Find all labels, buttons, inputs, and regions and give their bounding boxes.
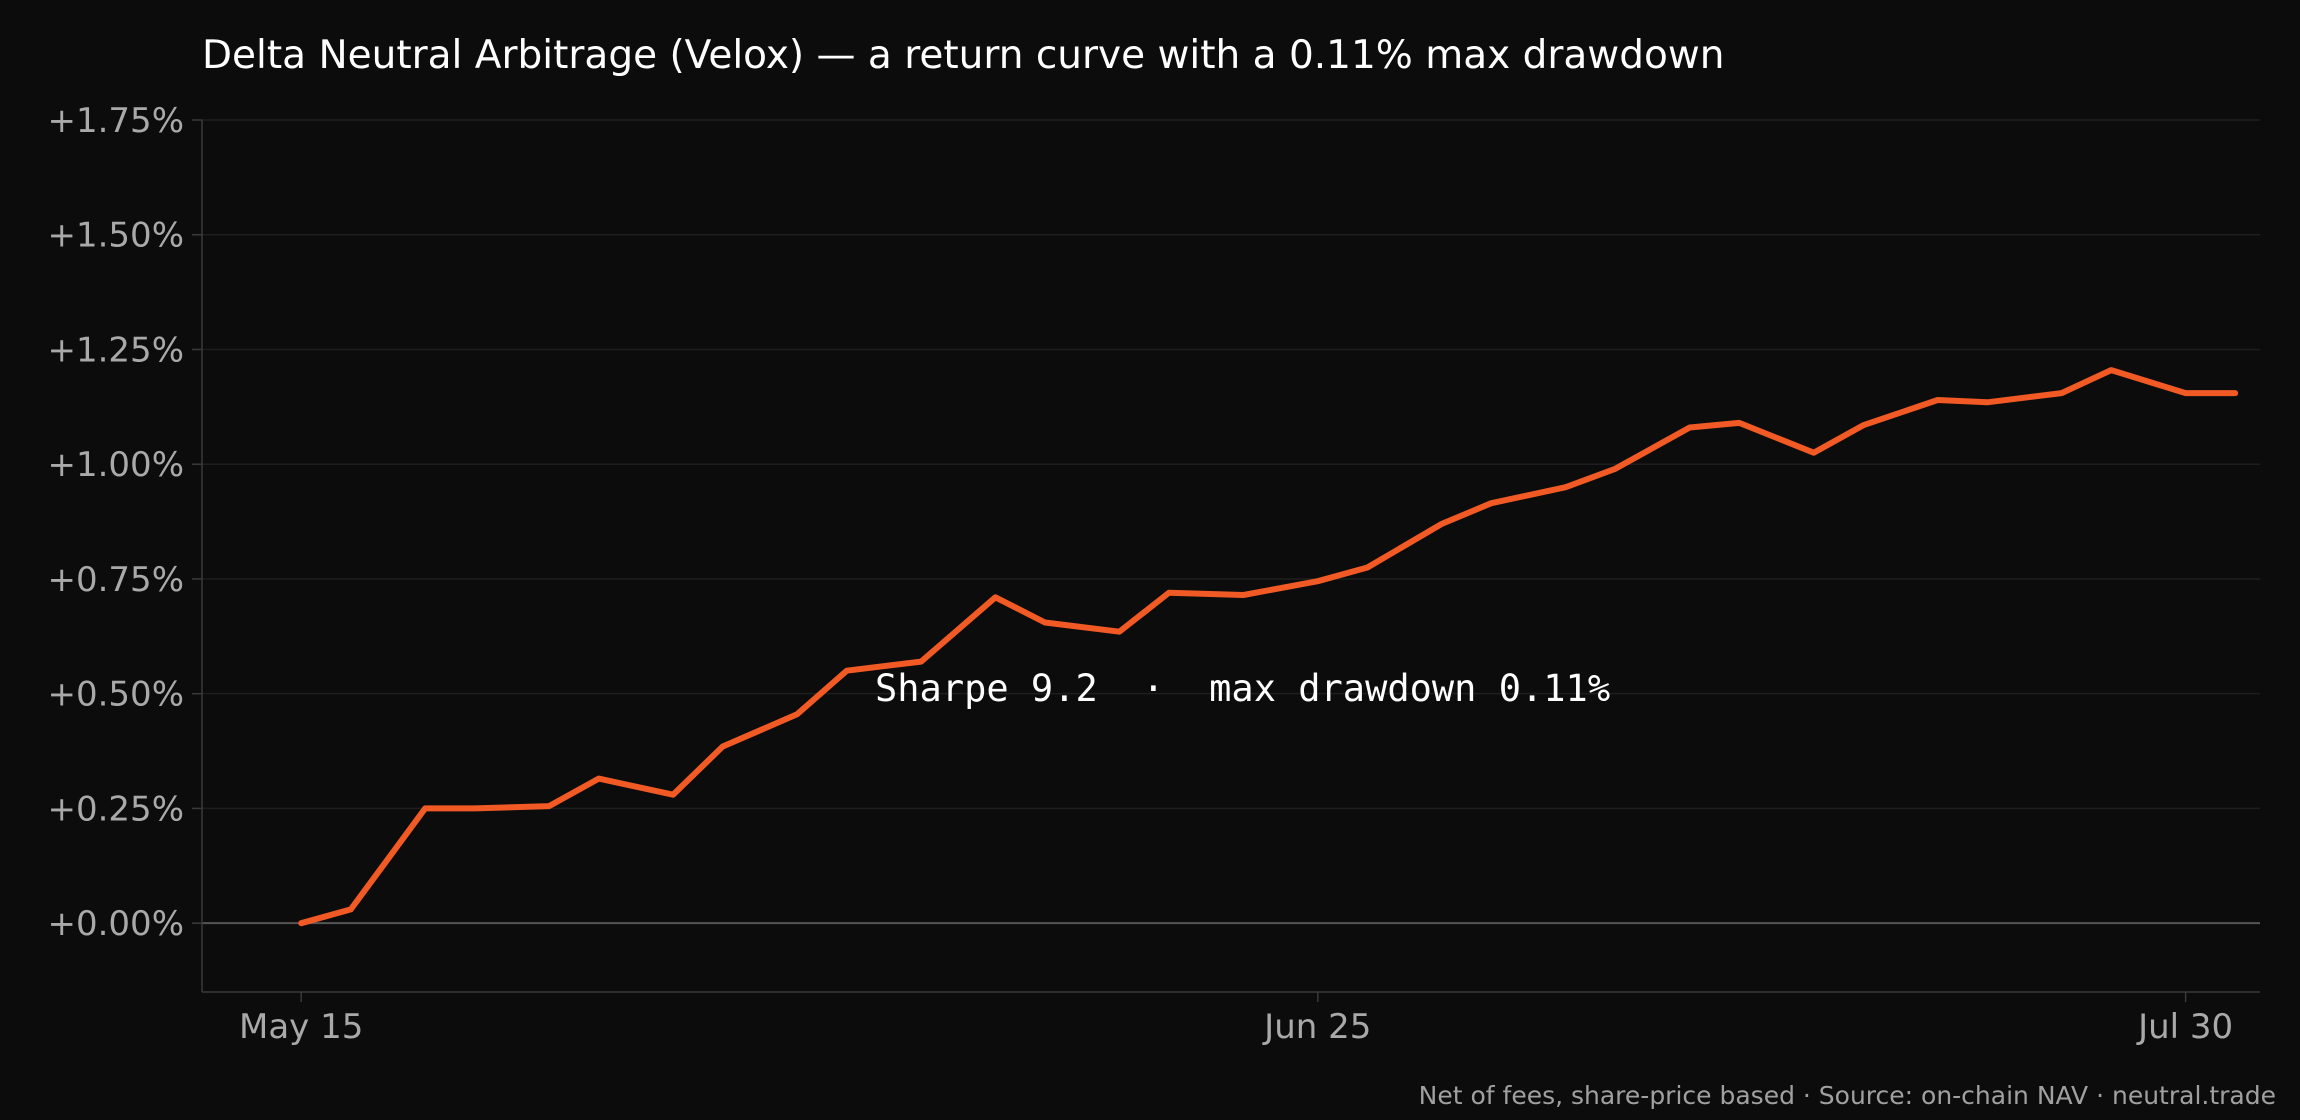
data-point: [1860, 422, 1866, 428]
data-point: [2108, 367, 2114, 373]
y-axis-ticks: +0.00% +0.25% +0.50% +0.75% +1.00% +1.25% +1.5…: [48, 101, 202, 944]
x-tick-label: May 15: [239, 1007, 363, 1047]
data-point: [918, 659, 924, 665]
stats-annotation: Sharpe 9.2 · max drawdown 0.11%: [875, 667, 1610, 710]
data-point: [670, 792, 676, 798]
data-point: [2183, 390, 2189, 396]
y-tick-label: +0.75%: [48, 560, 185, 600]
y-tick-label: +1.50%: [48, 216, 185, 256]
y-tick-label: +1.00%: [48, 445, 185, 485]
data-point: [298, 920, 304, 926]
data-point: [2232, 390, 2238, 396]
data-point: [1364, 565, 1370, 571]
data-point: [1042, 620, 1048, 626]
data-point: [472, 805, 478, 811]
y-tick-label: +1.25%: [48, 330, 185, 370]
data-point: [720, 744, 726, 750]
data-point: [348, 906, 354, 912]
data-point: [1811, 450, 1817, 456]
x-tick-label: Jun 25: [1262, 1007, 1371, 1047]
data-point: [794, 711, 800, 717]
data-point: [844, 668, 850, 674]
data-point: [422, 805, 428, 811]
x-axis-ticks: May 15 Jun 25 Jul 30: [239, 992, 2233, 1047]
data-point: [1315, 578, 1321, 584]
series-line-return: [298, 367, 2239, 927]
data-point: [1240, 592, 1246, 598]
data-point: [1116, 629, 1122, 635]
data-point: [992, 594, 998, 600]
data-point: [1984, 399, 1990, 405]
source-footnote: Net of fees, share-price based · Source:…: [1419, 1081, 2276, 1110]
data-point: [546, 803, 552, 809]
data-point: [1736, 420, 1742, 426]
data-point: [1612, 466, 1618, 472]
chart-title: Delta Neutral Arbitrage (Velox) — a retu…: [202, 33, 1724, 78]
data-point: [1166, 590, 1172, 596]
y-tick-label: +0.50%: [48, 675, 185, 715]
y-tick-label: +0.25%: [48, 789, 185, 829]
series-layer: [298, 367, 2239, 927]
y-tick-label: +1.75%: [48, 101, 185, 141]
x-tick-label: Jul 30: [2136, 1007, 2233, 1047]
data-point: [2059, 390, 2065, 396]
data-point: [1439, 521, 1445, 527]
data-point: [1687, 425, 1693, 431]
data-point: [1488, 500, 1494, 506]
axes: [201, 120, 2260, 993]
data-point: [596, 776, 602, 782]
data-point: [1563, 484, 1569, 490]
y-tick-label: +0.00%: [48, 904, 185, 944]
data-point: [1935, 397, 1941, 403]
